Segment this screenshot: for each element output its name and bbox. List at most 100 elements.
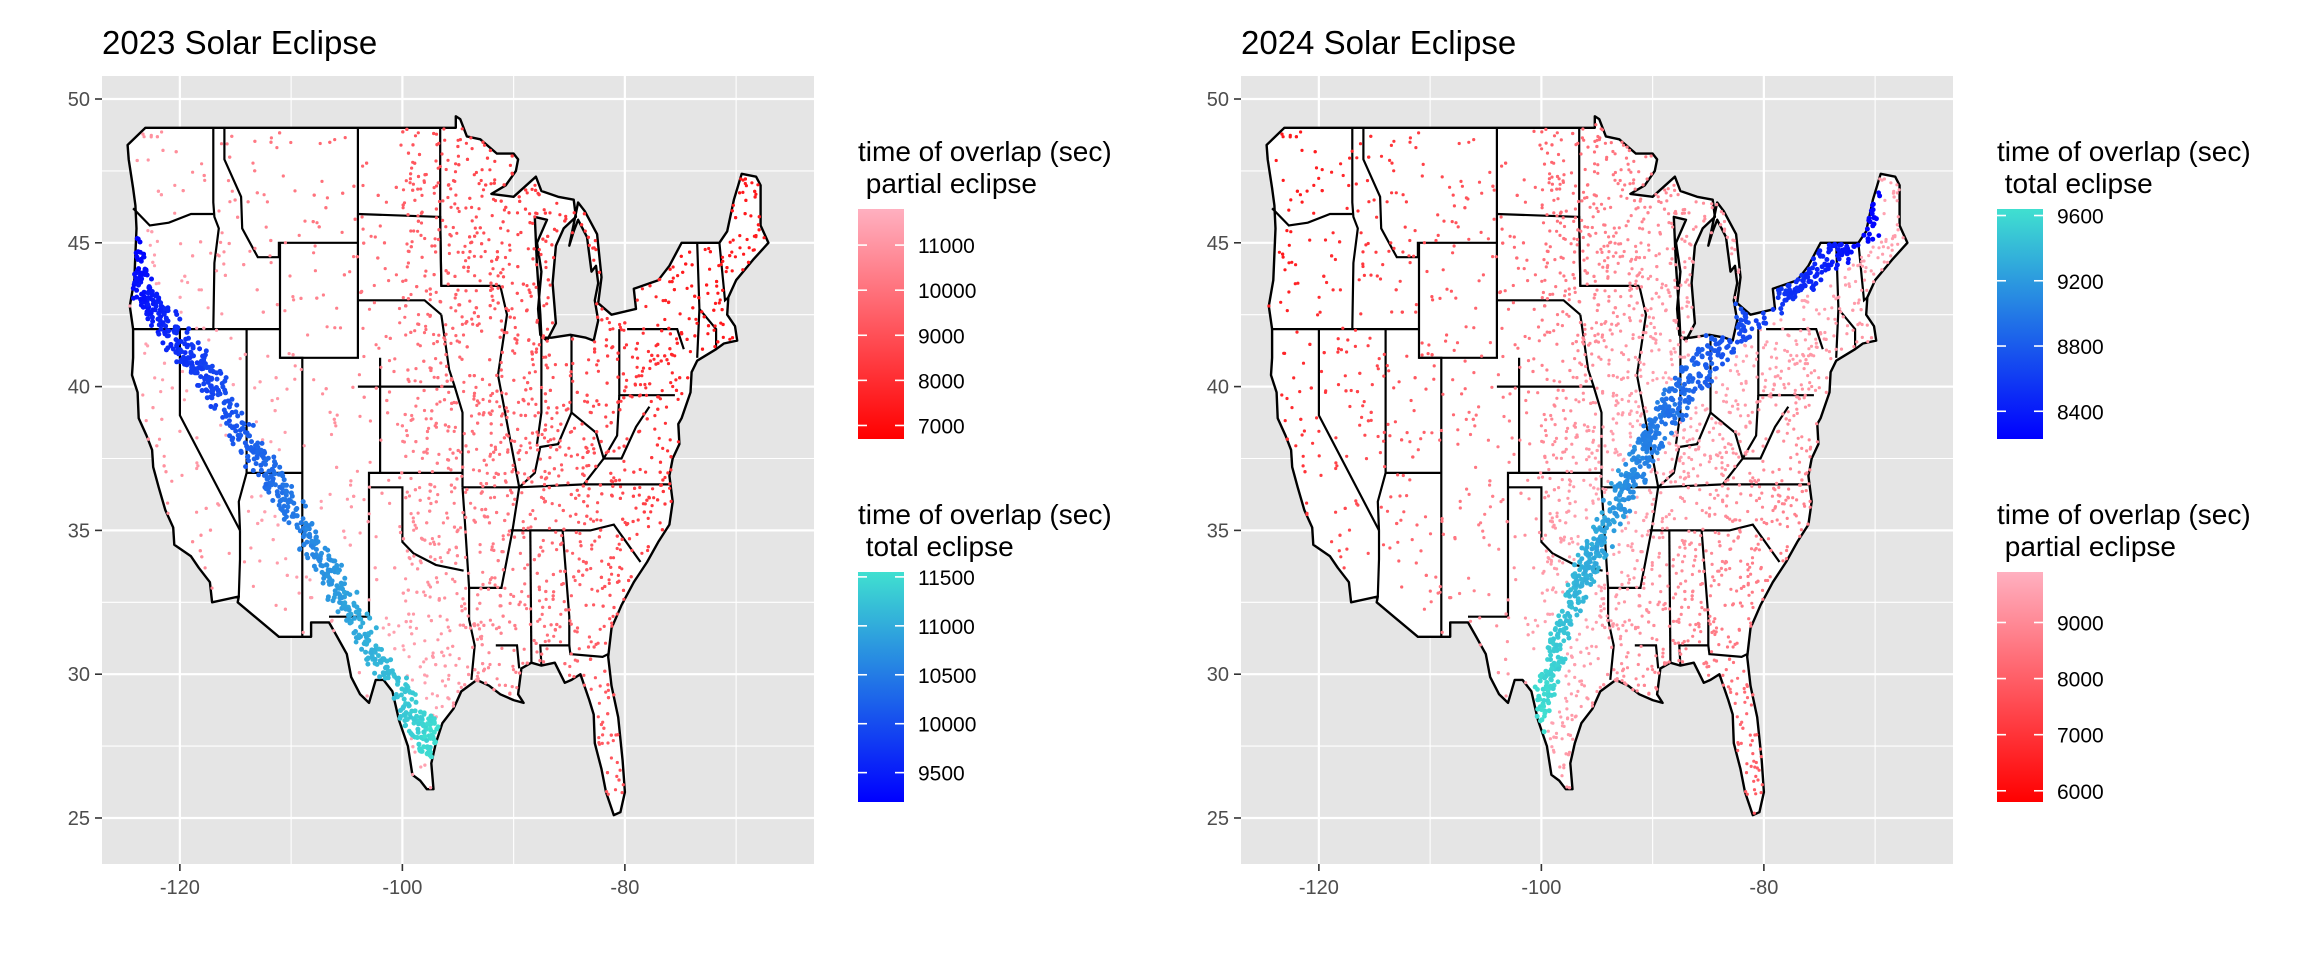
partial-eclipse-point [611,410,615,414]
partial-eclipse-point [258,559,262,563]
partial-eclipse-point [362,498,366,502]
partial-eclipse-point [1389,143,1393,147]
partial-eclipse-point [411,520,415,524]
partial-eclipse-point [1713,512,1717,516]
partial-eclipse-point [1477,523,1481,527]
partial-eclipse-point [604,338,609,342]
partial-eclipse-point [693,294,697,298]
partial-eclipse-point [1651,522,1655,526]
partial-eclipse-point [406,368,410,372]
total-eclipse-point [337,599,343,605]
partial-eclipse-point [1877,246,1881,250]
partial-eclipse-point [508,248,512,252]
partial-eclipse-point [1571,737,1575,741]
partial-eclipse-point [219,423,223,427]
partial-eclipse-point [1817,376,1821,380]
partial-eclipse-point [632,470,636,474]
partial-eclipse-point [227,241,231,246]
partial-eclipse-point [411,188,415,192]
partial-eclipse-point [1591,363,1595,367]
partial-eclipse-point [1749,624,1753,628]
partial-eclipse-point [1895,191,1899,195]
partial-eclipse-point [1671,596,1675,600]
partial-eclipse-point [157,281,161,285]
partial-eclipse-point [1638,368,1642,372]
partial-eclipse-point [1553,258,1557,262]
partial-eclipse-point [619,399,623,403]
partial-eclipse-point [622,346,627,350]
total-eclipse-point [364,639,370,645]
partial-eclipse-point [424,417,428,421]
partial-eclipse-point [348,270,352,274]
partial-eclipse-point [1655,471,1659,475]
partial-eclipse-point [1646,667,1650,671]
partial-eclipse-point [191,540,195,544]
partial-eclipse-point [1454,296,1458,300]
partial-eclipse-point [646,545,650,549]
partial-eclipse-point [1550,745,1554,749]
partial-eclipse-point [1337,549,1341,553]
partial-eclipse-point [493,178,497,182]
partial-eclipse-point [1729,690,1733,695]
legend-title: time of overlap (sec) [858,499,1112,530]
partial-eclipse-point [182,398,186,402]
partial-eclipse-point [1678,355,1682,359]
partial-eclipse-point [1597,584,1601,588]
partial-eclipse-point [1621,352,1626,357]
total-eclipse-point [185,342,191,348]
partial-eclipse-point [1634,389,1638,393]
partial-eclipse-point [604,415,608,419]
total-eclipse-point [212,405,218,411]
partial-eclipse-point [590,443,594,447]
partial-eclipse-point [510,439,514,443]
partial-eclipse-point [481,140,485,144]
partial-eclipse-point [581,472,585,476]
partial-eclipse-point [444,353,448,357]
partial-eclipse-point [1562,535,1567,539]
partial-eclipse-point [1685,278,1689,282]
partial-eclipse-point [1675,433,1679,437]
partial-eclipse-point [457,209,461,214]
partial-eclipse-point [550,502,554,506]
partial-eclipse-point [575,659,580,663]
partial-eclipse-point [542,304,546,308]
partial-eclipse-point [1781,559,1785,563]
partial-eclipse-point [681,270,685,274]
partial-eclipse-point [482,231,486,235]
partial-eclipse-point [1350,149,1354,153]
partial-eclipse-point [500,328,504,332]
partial-eclipse-point [1543,533,1548,537]
partial-eclipse-point [1442,219,1446,223]
partial-eclipse-point [515,211,520,215]
partial-eclipse-point [358,414,362,418]
partial-eclipse-point [552,437,556,441]
partial-eclipse-point [466,269,470,273]
partial-eclipse-point [675,341,679,345]
total-eclipse-point [132,271,138,277]
partial-eclipse-point [637,374,641,378]
partial-eclipse-point [1669,261,1673,266]
partial-eclipse-point [499,423,503,427]
partial-eclipse-point [647,495,651,499]
partial-eclipse-point [1756,778,1760,782]
partial-eclipse-point [535,650,539,654]
total-eclipse-point [202,352,208,358]
partial-eclipse-point [275,561,279,565]
partial-eclipse-point [563,662,567,666]
partial-eclipse-point [1625,655,1629,659]
partial-eclipse-point [606,792,610,796]
partial-eclipse-point [475,607,479,611]
partial-eclipse-point [488,581,492,585]
partial-eclipse-point [283,607,287,611]
partial-eclipse-point [1795,411,1799,415]
partial-eclipse-point [1507,419,1511,423]
partial-eclipse-point [529,525,533,529]
partial-eclipse-point [479,481,483,486]
partial-eclipse-point [665,358,669,362]
partial-eclipse-point [1586,225,1590,229]
partial-eclipse-point [1664,607,1668,611]
partial-eclipse-point [1494,255,1498,259]
partial-eclipse-point [1661,655,1665,659]
partial-eclipse-point [634,506,638,510]
total-eclipse-point [428,713,434,719]
